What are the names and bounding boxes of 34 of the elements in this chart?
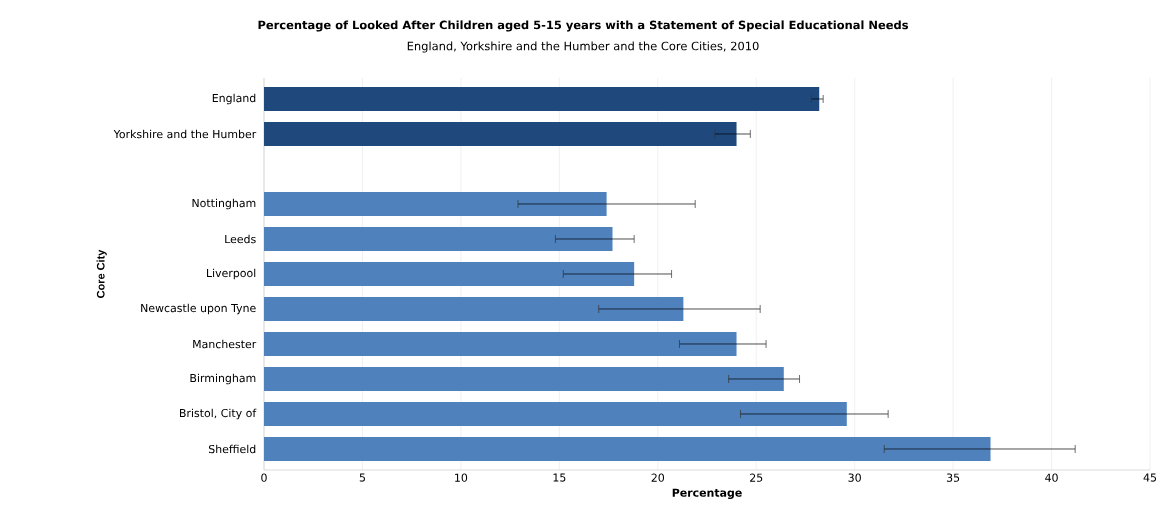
y-axis-title: Core City	[96, 249, 107, 298]
bar	[264, 226, 613, 251]
y-tick-label: Bristol, City of	[180, 408, 257, 420]
bar	[264, 436, 991, 461]
x-tick-label: 15	[553, 473, 566, 482]
x-tick-label: 10	[455, 473, 468, 482]
chart-title: Percentage of Looked After Children aged 5-15 years with a Statement of Special Educational Needs	[258, 20, 908, 32]
bar	[264, 331, 737, 356]
x-tick-label: 45	[1143, 473, 1157, 482]
y-tick-label: Nottingham	[192, 198, 256, 210]
x-tick-label: 25	[750, 473, 763, 482]
bar	[264, 121, 737, 146]
x-tick-label: 40	[1045, 473, 1058, 482]
y-tick-label: Leeds	[225, 234, 256, 244]
bar	[264, 401, 847, 426]
y-tick-label: Birmingham	[190, 373, 256, 385]
y-tick-label: England	[212, 93, 256, 105]
x-axis-title: Percentage	[672, 488, 742, 499]
x-tick-label: 20	[651, 473, 665, 482]
x-tick-label: 0	[261, 473, 267, 482]
bar	[264, 366, 784, 391]
y-tick-label: Newcastle upon Tyne	[141, 303, 256, 315]
bar	[264, 191, 607, 216]
x-tick-label: 5	[359, 473, 365, 482]
bar	[264, 86, 820, 111]
y-tick-label: Liverpool	[207, 268, 256, 280]
y-tick-label: Sheffield	[208, 444, 256, 454]
bar	[264, 261, 635, 286]
y-tick-label: Manchester	[193, 339, 257, 349]
chart-subtitle: England, Yorkshire and the Humber and the Core Cities, 2010	[407, 41, 759, 53]
y-tick-label: Yorkshire and the Humber	[113, 129, 257, 139]
x-tick-label: 30	[848, 473, 861, 482]
bar	[264, 296, 684, 321]
x-tick-label: 35	[946, 473, 960, 482]
